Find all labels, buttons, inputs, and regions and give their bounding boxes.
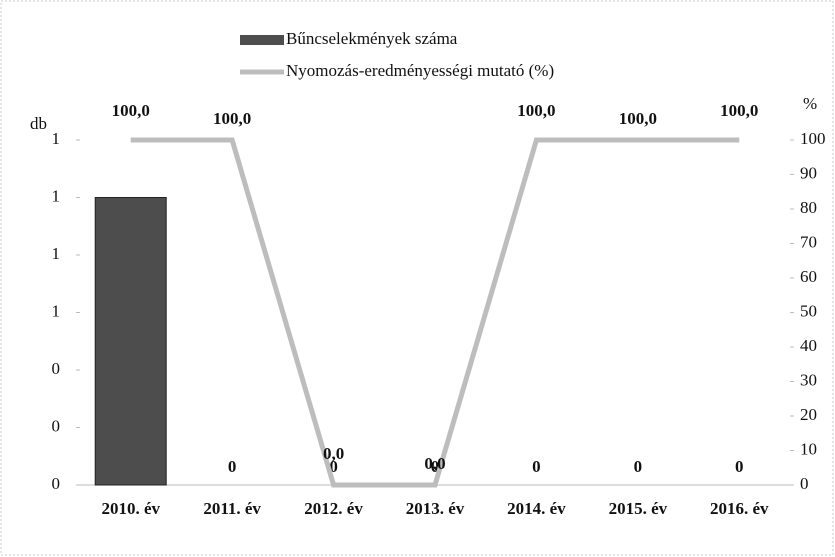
y2-tick-label: 20 — [800, 405, 817, 424]
bar-value-label: 0 — [228, 457, 237, 476]
x-tick-label: 2014. év — [507, 499, 566, 518]
y-axis-title: db — [30, 114, 47, 133]
x-tick-label: 2013. év — [406, 499, 465, 518]
y-tick-label: 0 — [52, 416, 61, 435]
line-value-label: 0,0 — [323, 444, 344, 463]
x-tick-label: 2015. év — [609, 499, 668, 518]
x-tick-label: 2012. év — [304, 499, 363, 518]
bar — [94, 197, 167, 486]
y2-tick-label: 90 — [800, 163, 817, 182]
y2-axis-title: % — [803, 94, 817, 113]
y-tick-label: 1 — [52, 244, 61, 263]
y2-tick-label: 80 — [800, 198, 817, 217]
y-tick-label: 1 — [52, 129, 61, 148]
legend-label: Bűncselekmények száma — [286, 29, 458, 48]
y2-tick-label: 50 — [800, 301, 817, 320]
y2-tick-label: 60 — [800, 267, 817, 286]
y2-tick-label: 30 — [800, 370, 817, 389]
legend-label: Nyomozás-eredményességi mutató (%) — [286, 61, 554, 80]
y2-tick-label: 0 — [800, 474, 809, 493]
y-tick-label: 0 — [52, 474, 61, 493]
y2-tick-label: 70 — [800, 232, 817, 251]
line-value-label: 100,0 — [720, 101, 758, 120]
x-tick-label: 2016. év — [710, 499, 769, 518]
line-value-label: 0,0 — [424, 454, 445, 473]
line-value-label: 100,0 — [112, 101, 150, 120]
line-value-label: 100,0 — [213, 109, 251, 128]
y-tick-label: 0 — [52, 359, 61, 378]
bar-value-label: 0 — [329, 457, 338, 476]
line-value-label: 100,0 — [619, 109, 657, 128]
y2-tick-label: 10 — [800, 439, 817, 458]
y-tick-label: 1 — [52, 186, 61, 205]
x-tick-label: 2011. év — [203, 499, 261, 518]
line — [130, 137, 740, 488]
y-tick-label: 1 — [52, 301, 61, 320]
x-tick-label: 2010. év — [101, 499, 160, 518]
bar-value-label: 0 — [735, 457, 744, 476]
bar-value-label: 0 — [634, 457, 643, 476]
y2-tick-label: 40 — [800, 336, 817, 355]
bar-value-label: 0 — [431, 457, 440, 476]
legend-swatch — [240, 35, 284, 45]
line-value-label: 100,0 — [517, 101, 555, 120]
bar-value-label: 0 — [532, 457, 541, 476]
y2-tick-label: 100 — [800, 129, 826, 148]
